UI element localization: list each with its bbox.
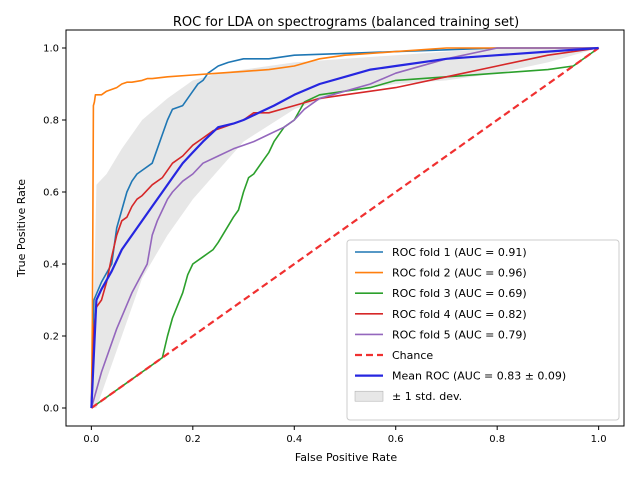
series-line-7: [90, 46, 599, 409]
legend-entry-label: ROC fold 4 (AUC = 0.82): [392, 308, 527, 321]
axes-frame: [65, 29, 625, 427]
legend-entry-label: Chance: [392, 349, 433, 362]
plot-area: [90, 46, 600, 409]
series-line-5: [90, 47, 599, 409]
x-tick-label: 1.0: [591, 434, 607, 445]
x-tick-label: 0.0: [83, 434, 99, 445]
series-line-2: [90, 47, 599, 409]
legend: ROC fold 1 (AUC = 0.91) ROC fold 2 (AUC =…: [346, 239, 620, 421]
chart-title: ROC for LDA on spectrograms (balanced tr…: [173, 15, 519, 30]
y-tick-label: 0.8: [43, 116, 59, 127]
std-band: [91, 48, 599, 408]
series-line-4: [90, 47, 599, 409]
legend-box: [346, 239, 620, 421]
series-line-3: [90, 47, 600, 409]
legend-entry-label: ROC fold 5 (AUC = 0.79): [392, 328, 527, 341]
legend-entry-label: ± 1 std. dev.: [392, 390, 462, 403]
x-axis-label: False Positive Rate: [295, 451, 397, 464]
y-axis-label: True Positive Rate: [15, 179, 28, 278]
legend-entry-label: Mean ROC (AUC = 0.83 ± 0.09): [392, 370, 566, 383]
x-tick-label: 0.8: [489, 434, 505, 445]
y-tick-label: 0.2: [43, 332, 59, 343]
legend-swatch: [354, 390, 384, 402]
y-tick-label: 0.0: [43, 404, 59, 415]
x-tick-label: 0.6: [388, 434, 404, 445]
x-tick-label: 0.4: [286, 434, 302, 445]
series-line-1: [90, 47, 599, 409]
y-tick-label: 0.4: [43, 260, 59, 271]
series-line-6: [90, 47, 600, 409]
legend-entry-label: ROC fold 3 (AUC = 0.69): [392, 287, 527, 300]
y-tick-label: 1.0: [43, 44, 59, 55]
legend-entry-label: ROC fold 2 (AUC = 0.96): [392, 267, 527, 280]
axis-ticks: 0.0 0.2 0.4 0.6 0.8 1.0 0.0 0.2 0.4 0.6 0.8 1.0: [43, 44, 606, 446]
x-tick-label: 0.2: [185, 434, 201, 445]
legend-entry-label: ROC fold 1 (AUC = 0.91): [392, 246, 527, 259]
y-tick-label: 0.6: [43, 188, 59, 199]
